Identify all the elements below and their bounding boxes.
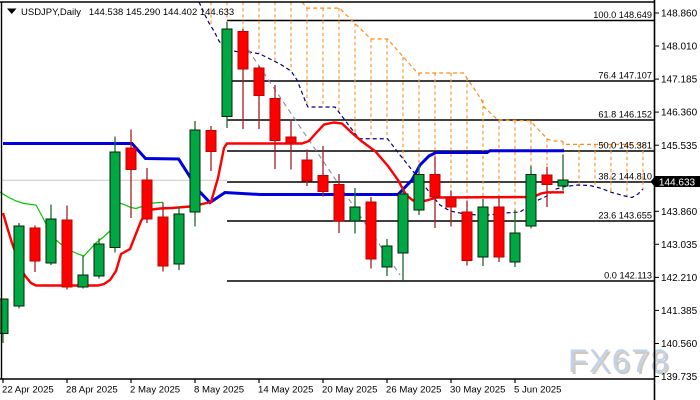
- svg-text:2 May 2025: 2 May 2025: [130, 385, 180, 396]
- svg-text:146.360: 146.360: [661, 108, 698, 119]
- svg-text:140.560: 140.560: [661, 339, 698, 350]
- svg-text:61.8 146.152: 61.8 146.152: [598, 110, 652, 120]
- svg-text:23.6 143.655: 23.6 143.655: [598, 211, 652, 221]
- svg-text:141.385: 141.385: [661, 306, 698, 317]
- svg-text:144.633: 144.633: [659, 177, 696, 188]
- svg-text:143.860: 143.860: [661, 207, 698, 218]
- svg-text:145.535: 145.535: [661, 141, 698, 152]
- svg-text:28 Apr 2025: 28 Apr 2025: [66, 385, 118, 396]
- svg-text:147.185: 147.185: [661, 75, 698, 86]
- svg-text:142.210: 142.210: [661, 273, 698, 284]
- svg-text:22 Apr 2025: 22 Apr 2025: [2, 385, 54, 396]
- svg-text:8 May 2025: 8 May 2025: [194, 385, 244, 396]
- svg-text:20 May 2025: 20 May 2025: [322, 385, 377, 396]
- svg-text:148.010: 148.010: [661, 42, 698, 53]
- svg-text:50.0 145.381: 50.0 145.381: [598, 141, 652, 151]
- svg-text:148.860: 148.860: [661, 9, 698, 20]
- svg-text:26 May 2025: 26 May 2025: [386, 385, 441, 396]
- svg-text:100.0 148.649: 100.0 148.649: [593, 10, 652, 20]
- svg-text:FX678: FX678: [568, 343, 670, 379]
- svg-text:0.0 142.113: 0.0 142.113: [604, 271, 652, 281]
- svg-text:76.4 147.107: 76.4 147.107: [598, 71, 652, 81]
- svg-text:USDJPY,Daily 144.538 145.290: USDJPY,Daily 144.538 145.290 144.402 144…: [21, 7, 234, 18]
- svg-text:FX678: FX678: [570, 345, 672, 381]
- svg-text:30 May 2025: 30 May 2025: [450, 385, 505, 396]
- svg-text:38.2 144.810: 38.2 144.810: [598, 172, 652, 182]
- svg-text:143.035: 143.035: [661, 240, 698, 251]
- svg-text:14 May 2025: 14 May 2025: [258, 385, 313, 396]
- svg-text:5 Jun 2025: 5 Jun 2025: [514, 385, 561, 396]
- svg-text:139.735: 139.735: [661, 372, 698, 383]
